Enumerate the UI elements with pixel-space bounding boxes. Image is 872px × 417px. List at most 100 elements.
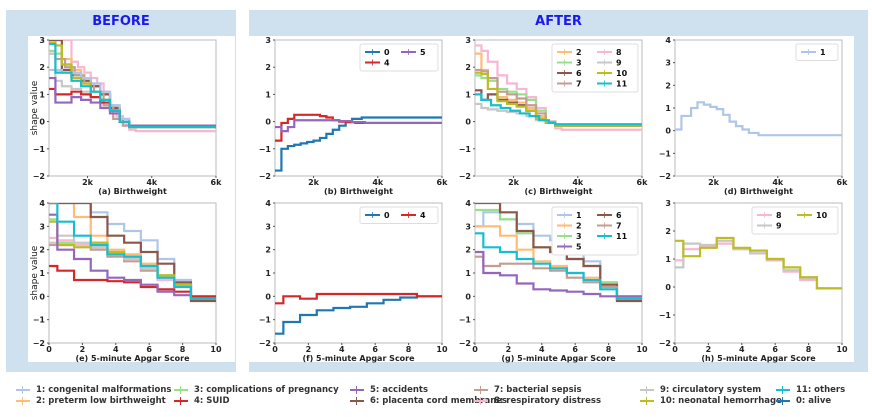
legend-swatch-icon xyxy=(776,386,790,394)
x-tick-label: 4k xyxy=(572,178,584,187)
legend-swatch-icon xyxy=(350,386,364,394)
series-line-h-10 xyxy=(675,236,842,290)
y-tick-label: 4 xyxy=(265,199,271,208)
x-tick-label: 8 xyxy=(180,345,186,354)
x-axis-label: (a) Birthweight xyxy=(98,187,167,196)
legend-label-1: 1 xyxy=(820,48,826,57)
x-tick-label: 2k xyxy=(308,178,320,187)
legend-label: 6: placenta cord membranes xyxy=(370,396,508,406)
legend-label: 5: accidents xyxy=(370,385,429,395)
x-axis-label: (g) 5-minute Apgar Score xyxy=(501,354,616,363)
y-tick-label: 2 xyxy=(465,63,471,72)
legend-label-5: 5 xyxy=(576,243,582,252)
plot-frame xyxy=(674,39,843,177)
plot-frame xyxy=(48,39,217,177)
y-tick-label: 3 xyxy=(665,59,671,68)
legend-label-4: 4 xyxy=(384,59,390,68)
bottom-legend: 1: congenital malformations 2: preterm lo… xyxy=(0,384,872,417)
x-tick-label: 4k xyxy=(372,178,384,187)
series-line-d-1 xyxy=(675,101,842,137)
y-tick-label: 0 xyxy=(665,283,671,292)
legend-box xyxy=(359,43,439,72)
legend-label-9: 9 xyxy=(616,59,622,68)
x-tick-label: 4 xyxy=(739,345,745,354)
y-tick-label: 1 xyxy=(665,104,671,113)
series-line-a-11 xyxy=(49,42,216,129)
legend-item-8: 8: respiratory distress xyxy=(474,396,601,406)
legend-swatch-icon xyxy=(640,397,654,405)
legend-d: 1 xyxy=(795,43,839,61)
after-title: AFTER xyxy=(535,14,582,29)
series-line-f-0 xyxy=(275,295,442,335)
legend-item-0: 0: alive xyxy=(776,396,831,406)
chart-e: −2 −1 0 1 2 3 4 0 2 4 6 8 10 (e) 5-minute Apgar Score… xyxy=(30,199,222,363)
x-tick-label: 6k xyxy=(211,178,223,187)
legend-b: 0 4 5 xyxy=(359,43,439,72)
legend-item-5: 5: accidents xyxy=(350,385,428,395)
legend-label-2: 2 xyxy=(576,48,582,57)
y-tick-label: 0 xyxy=(465,118,471,127)
x-tick-label: 2 xyxy=(706,345,712,354)
x-tick-label: 4 xyxy=(339,345,345,354)
chart-a: −2 −1 0 1 2 3 2k 4k 6k (a) Birthweight shape value xyxy=(30,36,222,196)
legend-label-0: 0 xyxy=(384,211,390,220)
y-tick-label: 1 xyxy=(665,255,671,264)
y-tick-label: −2 xyxy=(659,339,671,348)
y-tick-label: −1 xyxy=(659,149,672,158)
y-tick-label: 3 xyxy=(265,222,271,231)
y-tick-label: 0 xyxy=(39,118,45,127)
series-line-e-5 xyxy=(49,213,216,300)
legend-label-9: 9 xyxy=(776,222,782,231)
legend-h: 8 9 10 xyxy=(751,206,839,235)
y-tick-label: −2 xyxy=(659,172,671,181)
x-axis-label: (e) 5-minute Apgar Score xyxy=(75,354,190,363)
series-line-c-10 xyxy=(475,71,642,127)
y-tick-label: 3 xyxy=(465,36,471,45)
x-tick-label: 2k xyxy=(82,178,94,187)
y-tick-label: −2 xyxy=(259,172,271,181)
legend-label: 11: others xyxy=(796,385,846,395)
legend-box xyxy=(751,206,839,235)
y-tick-label: −1 xyxy=(259,145,272,154)
legend-label: 9: circulatory system xyxy=(660,385,762,395)
y-tick-label: 4 xyxy=(39,199,45,208)
x-tick-label: 0 xyxy=(472,345,478,354)
legend-item-2: 2: preterm low birthweight xyxy=(16,396,166,406)
x-tick-label: 4k xyxy=(772,178,784,187)
legend-label: 10: neonatal hemorrhage xyxy=(660,396,782,406)
y-tick-label: −2 xyxy=(459,172,471,181)
chart-d: −2 −1 0 1 2 3 4 2k 4k 6k (d) Birthweight 1 xyxy=(659,36,848,196)
legend-swatch-icon xyxy=(474,386,488,394)
legend-label-11: 11 xyxy=(616,80,628,89)
legend-item-9: 9: circulatory system xyxy=(640,385,761,395)
legend-label-6: 6 xyxy=(616,211,622,220)
x-tick-label: 0 xyxy=(46,345,52,354)
y-tick-label: 1 xyxy=(465,90,471,99)
x-tick-label: 2 xyxy=(506,345,512,354)
legend-swatch-icon xyxy=(640,386,654,394)
x-tick-label: 10 xyxy=(210,345,222,354)
x-tick-label: 8 xyxy=(806,345,812,354)
x-tick-label: 8 xyxy=(606,345,612,354)
series-line-c-11 xyxy=(475,93,642,126)
x-tick-label: 6k xyxy=(837,178,849,187)
y-tick-label: 2 xyxy=(665,227,671,236)
x-axis-label: (b) Birthweight xyxy=(324,187,393,196)
legend-label: 1: congenital malformations xyxy=(36,385,172,395)
legend-item-4: 4: SUID xyxy=(174,396,230,406)
x-axis-label: (h) 5-minute Apgar Score xyxy=(701,354,816,363)
y-tick-label: 2 xyxy=(465,246,471,255)
x-tick-label: 2k xyxy=(708,178,720,187)
series-line-e-1 xyxy=(49,203,216,298)
y-tick-label: 1 xyxy=(39,269,45,278)
legend-label: 7: bacterial sepsis xyxy=(494,385,582,395)
y-tick-label: −1 xyxy=(459,145,472,154)
legend-label-8: 8 xyxy=(616,48,622,57)
series-line-f-4 xyxy=(275,292,442,305)
x-tick-label: 2 xyxy=(306,345,312,354)
legend-label-10: 10 xyxy=(816,211,828,220)
x-tick-label: 8 xyxy=(406,345,412,354)
legend-item-11: 11: others xyxy=(776,385,845,395)
x-tick-label: 4 xyxy=(113,345,119,354)
